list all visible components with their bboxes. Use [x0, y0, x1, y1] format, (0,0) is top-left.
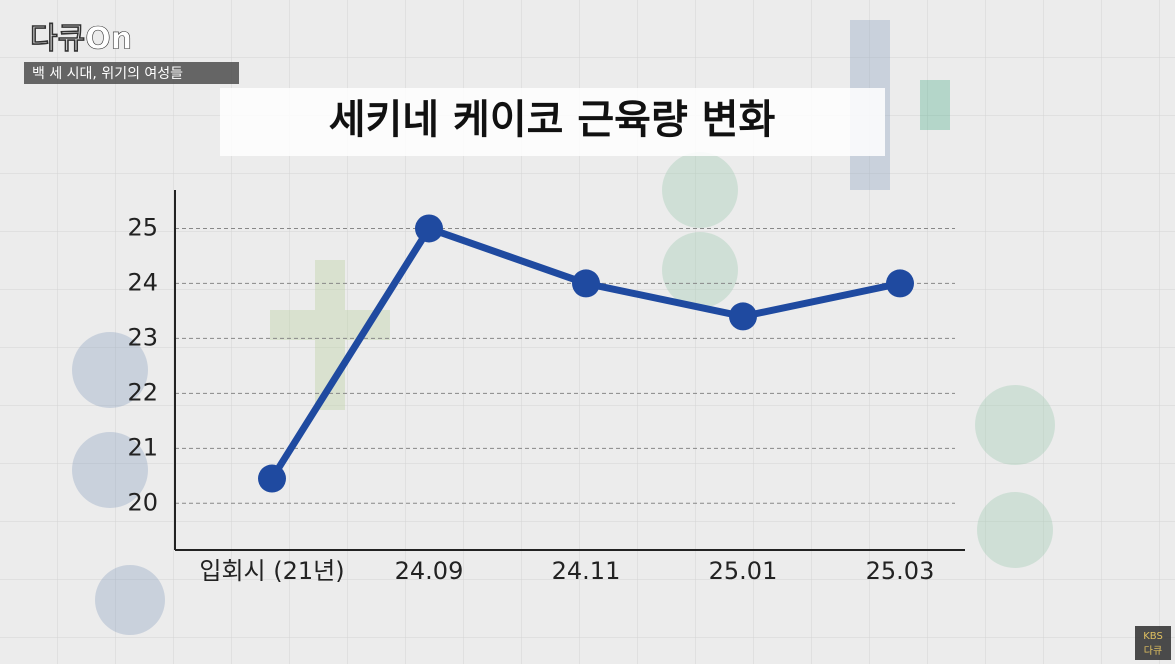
logo: 다큐On — [30, 22, 132, 57]
watermark: KBS — [1143, 631, 1163, 642]
point — [886, 269, 914, 298]
chart-title: 세키네 케이코 근육량 변화 — [329, 97, 776, 143]
chart: 20 21 22 23 24 25 입회시 (21년) 24.09 24.11 25.01 25.0… — [127, 190, 965, 585]
program-subtitle: 백 세 시대, 위기의 여성들 — [32, 66, 183, 82]
decoration — [72, 20, 1055, 635]
point — [258, 464, 286, 493]
y-tick-label: 25 — [127, 213, 158, 241]
x-tick-label: 24.09 — [395, 557, 464, 585]
watermark: 다큐 — [1144, 645, 1162, 657]
point — [729, 302, 757, 331]
watermark-box — [1135, 626, 1171, 660]
y-tick-label: 24 — [127, 268, 158, 296]
x-tick-label: 입회시 (21년) — [199, 557, 344, 585]
point — [415, 214, 443, 243]
title-band — [220, 88, 885, 156]
x-tick-label: 25.01 — [709, 557, 778, 585]
x-tick-label: 25.03 — [866, 557, 935, 585]
y-tick-label: 20 — [127, 488, 158, 516]
x-tick-label: 24.11 — [552, 557, 621, 585]
point — [572, 269, 600, 298]
y-tick-label: 21 — [127, 433, 158, 461]
y-tick-label: 23 — [127, 323, 158, 351]
y-tick-label: 22 — [127, 378, 158, 406]
subtitle-box — [24, 62, 239, 84]
